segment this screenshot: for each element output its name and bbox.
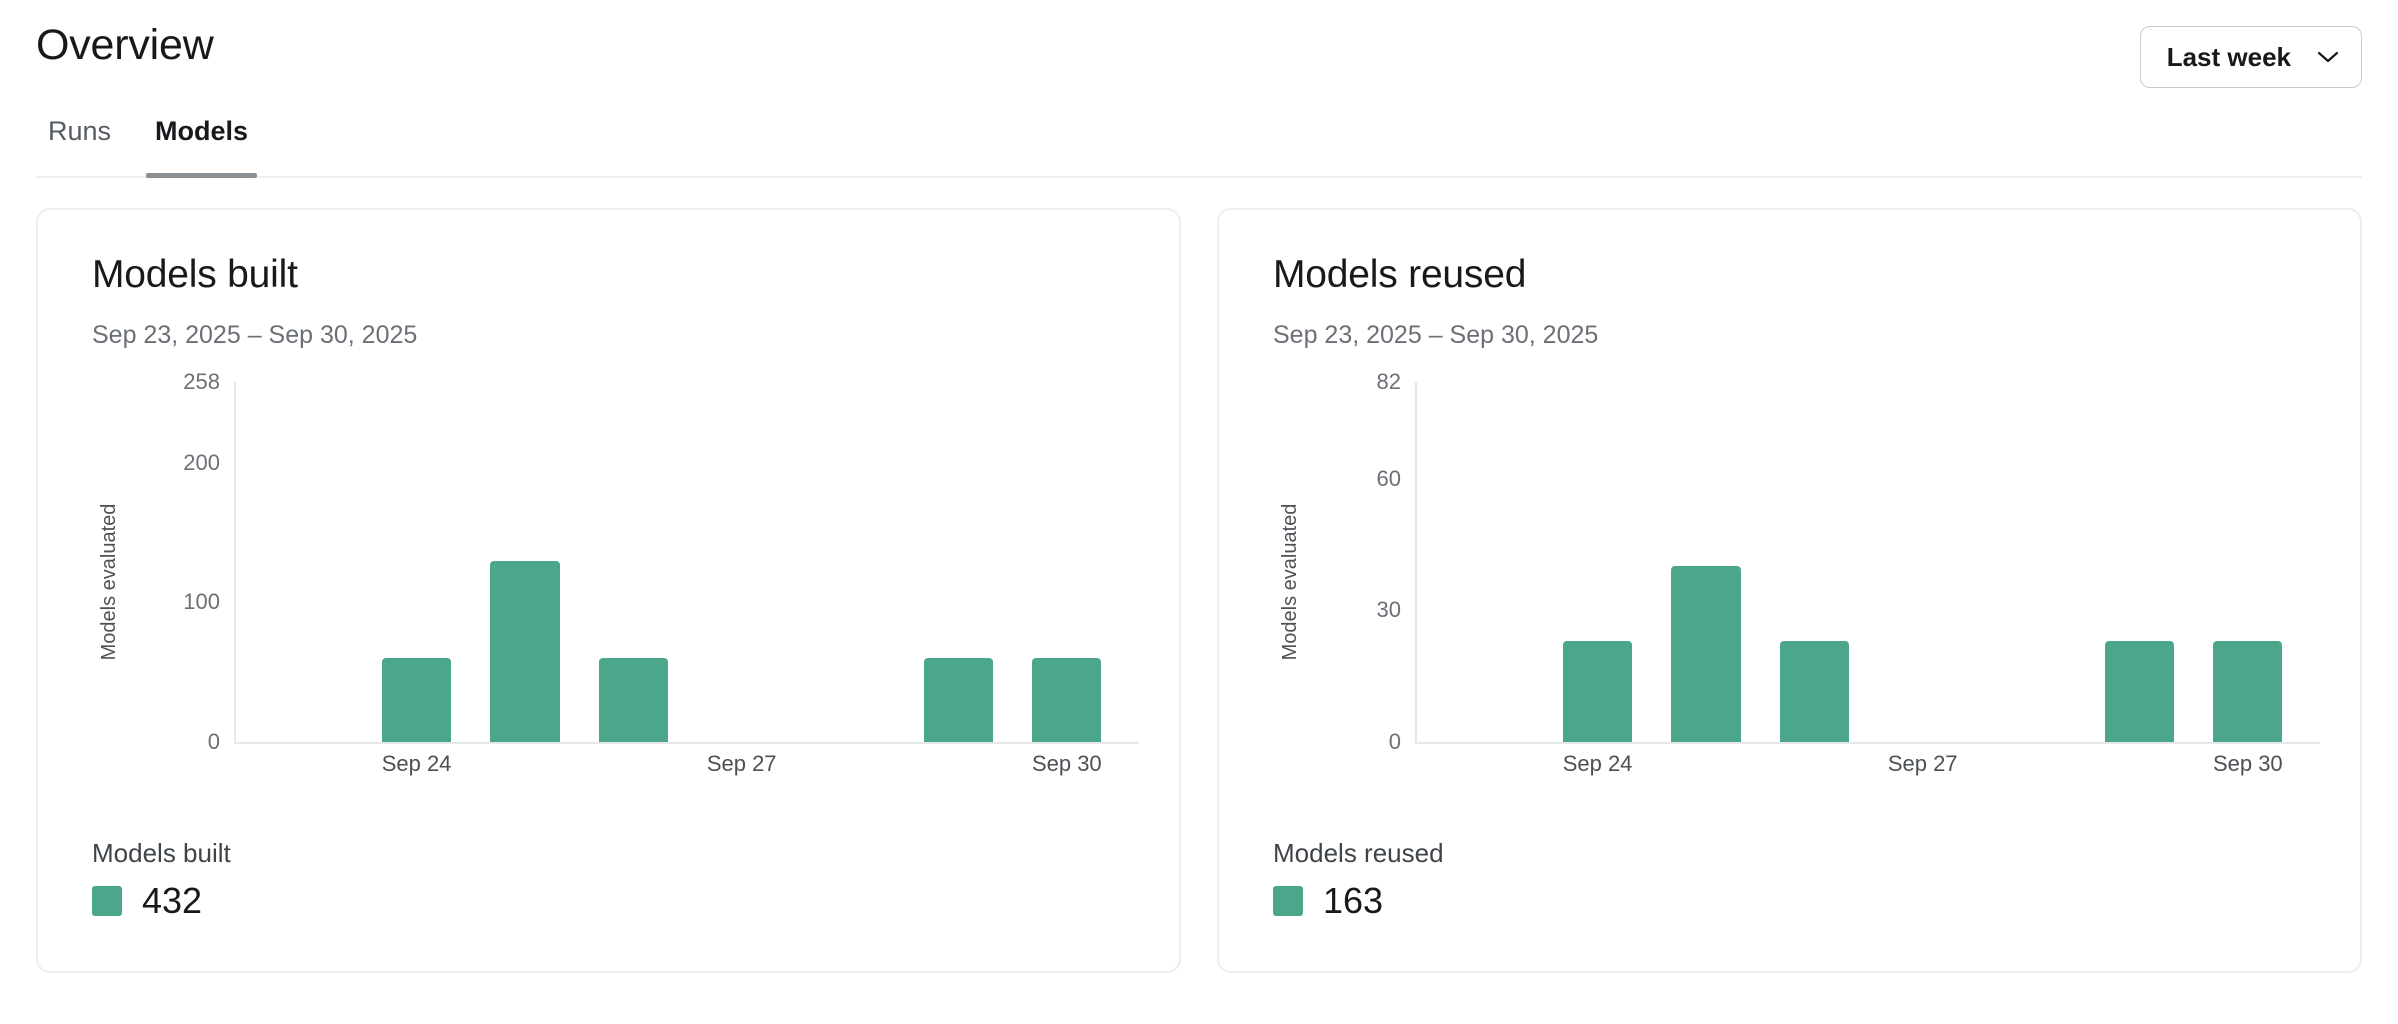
x-axis-line (234, 742, 1139, 744)
y-axis-tick-label: 60 (1376, 465, 1401, 491)
bar[interactable] (381, 658, 452, 742)
bar-slot (1543, 382, 1651, 742)
y-axis-tick-label: 0 (207, 729, 220, 754)
bar-slot (904, 382, 1012, 742)
x-axis-tick-label (1435, 750, 1543, 790)
x-axis-tick-label: Sep 24 (1562, 751, 1633, 776)
legend-row: 163 (1273, 883, 1444, 919)
bar-slot (2194, 382, 2302, 742)
y-axis-line (234, 382, 236, 742)
tab-models[interactable]: Models (145, 116, 258, 178)
bar[interactable] (490, 560, 560, 742)
bar-slot (471, 382, 579, 742)
bar-slot (2085, 382, 2193, 742)
y-axis-title: Models evaluated (1279, 503, 1301, 661)
tab-runs-label: Runs (48, 116, 112, 146)
chart-legend: Models reused 163 (1273, 838, 1444, 919)
x-axis-tick-label: Sep 30 (2212, 751, 2283, 776)
y-axis-tick-label: 200 (183, 449, 220, 475)
x-axis-line (1415, 742, 2320, 744)
page-header: Overview Last week (0, 0, 2398, 108)
bar[interactable] (1671, 566, 1741, 742)
chevron-down-icon (2317, 50, 2339, 64)
plot-area (1417, 382, 2320, 742)
tab-runs[interactable]: Runs (48, 116, 111, 178)
x-axis-ticks: Sep 24 Sep 27 Sep 30 (1417, 750, 2320, 790)
bar[interactable] (1779, 641, 1849, 742)
page-title: Overview (36, 21, 214, 69)
x-axis-tick-label: Sep 24 (381, 751, 452, 776)
y-axis-tick-label: 100 (183, 589, 220, 615)
x-axis-tick-label (2085, 750, 2193, 790)
bar[interactable] (598, 658, 668, 742)
bar-chart-models-reused: Models evaluated 0 30 60 82 Sep 24 Sep 27 Sep… (1273, 371, 2320, 782)
bar-slot (1435, 382, 1543, 742)
card-subtitle: Sep 23, 2025 – Sep 30, 2025 (1273, 321, 1599, 349)
bar-slot (1869, 382, 1977, 742)
card-models-reused: Models reused Sep 23, 2025 – Sep 30, 202… (1217, 208, 2362, 973)
bar-slot (1652, 382, 1760, 742)
legend-color-swatch (92, 886, 122, 916)
y-axis-line (1415, 382, 1417, 742)
legend-total-value: 163 (1323, 880, 1384, 921)
card-title: Models built (92, 253, 298, 296)
tab-bar: Runs Models (0, 116, 2398, 178)
legend-series-name: Models reused (1273, 837, 1444, 868)
y-axis-ticks: 0 30 60 82 (1313, 371, 1415, 753)
bar[interactable] (1562, 641, 1633, 742)
bar-slot (688, 382, 796, 742)
x-axis-tick-label: Sep 27 (1887, 751, 1958, 776)
bar-slot (1760, 382, 1868, 742)
bar-slot (579, 382, 687, 742)
bar-slot (1977, 382, 2085, 742)
y-axis-ticks: 0 100 200 258 (132, 371, 234, 753)
x-axis-tick-label (254, 750, 362, 790)
legend-color-swatch (1273, 886, 1303, 916)
bar[interactable] (923, 658, 994, 742)
y-axis-tick-label: 82 (1376, 369, 1401, 394)
bar-chart-models-built: Models evaluated 0 100 200 258 Sep 24 Sep 27… (92, 371, 1139, 782)
x-axis-tick-label (1760, 750, 1868, 790)
x-axis-tick-label (579, 750, 687, 790)
card-subtitle: Sep 23, 2025 – Sep 30, 2025 (92, 321, 418, 349)
bar-slot (254, 382, 362, 742)
x-axis-tick-label: Sep 30 (1031, 751, 1102, 776)
bar-slot (796, 382, 904, 742)
bar-slot (1013, 382, 1121, 742)
legend-row: 432 (92, 883, 231, 919)
date-range-value: Last week (2166, 41, 2291, 72)
x-axis-tick-label (471, 750, 579, 790)
y-axis-tick-label: 0 (1388, 729, 1401, 754)
chart-card-grid: Models built Sep 23, 2025 – Sep 30, 2025… (36, 208, 2362, 973)
chart-legend: Models built 432 (92, 838, 231, 919)
plot-area (236, 382, 1139, 742)
legend-series-name: Models built (92, 837, 231, 868)
x-axis-tick-label (1652, 750, 1760, 790)
card-models-built: Models built Sep 23, 2025 – Sep 30, 2025… (36, 208, 1181, 973)
y-axis-title: Models evaluated (98, 503, 120, 661)
bar[interactable] (2104, 641, 2175, 742)
bar[interactable] (2213, 641, 2283, 742)
x-axis-tick-label: Sep 27 (706, 751, 777, 776)
tab-models-label: Models (155, 116, 249, 146)
x-axis-tick-label (1977, 750, 2085, 790)
x-axis-ticks: Sep 24 Sep 27 Sep 30 (236, 750, 1139, 790)
x-axis-tick-label (904, 750, 1012, 790)
legend-total-value: 432 (142, 880, 203, 921)
y-axis-tick-label: 30 (1376, 597, 1401, 623)
bar-slot (362, 382, 470, 742)
x-axis-tick-label (796, 750, 904, 790)
tab-bar-divider (36, 176, 2362, 178)
y-axis-tick-label: 258 (183, 369, 220, 394)
date-range-dropdown[interactable]: Last week (2139, 26, 2362, 88)
bar[interactable] (1032, 658, 1102, 742)
card-title: Models reused (1273, 253, 1527, 296)
